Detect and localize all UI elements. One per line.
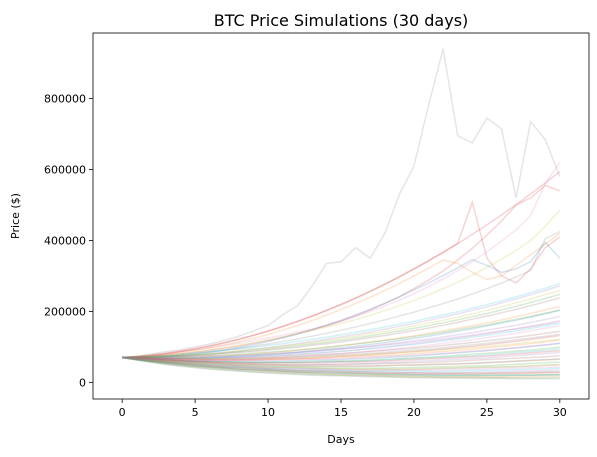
simulation-line-14 bbox=[122, 289, 561, 359]
chart-title: BTC Price Simulations (30 days) bbox=[214, 11, 469, 30]
simulation-line-21 bbox=[122, 334, 560, 361]
simulation-line-24 bbox=[122, 342, 560, 363]
simulation-line-4 bbox=[122, 209, 561, 359]
simulation-line-39 bbox=[122, 356, 560, 372]
simulation-line-40 bbox=[122, 356, 560, 374]
simulation-line-6 bbox=[122, 230, 561, 359]
simulation-line-33 bbox=[122, 356, 560, 368]
series-lines bbox=[122, 48, 561, 380]
simulation-line-28 bbox=[122, 348, 560, 364]
simulation-line-8 bbox=[122, 241, 561, 359]
simulation-line-9 bbox=[122, 171, 561, 359]
simulation-line-32 bbox=[122, 354, 560, 366]
simulation-line-22 bbox=[122, 330, 560, 360]
y-tick-label: 600000 bbox=[44, 164, 86, 177]
simulation-line-18 bbox=[122, 319, 560, 360]
y-tick-label: 800000 bbox=[44, 93, 86, 106]
y-tick-label: 0 bbox=[79, 376, 86, 389]
y-axis-ticks: 0 200000 400000 600000 800000 bbox=[44, 93, 93, 389]
y-tick-label: 200000 bbox=[44, 305, 86, 318]
simulation-line-16 bbox=[122, 305, 560, 359]
simulation-line-31 bbox=[122, 350, 560, 364]
simulation-line-45 bbox=[122, 356, 560, 379]
simulation-line-36 bbox=[122, 356, 560, 371]
simulation-line-30 bbox=[122, 351, 560, 366]
simulation-line-49 bbox=[122, 324, 560, 361]
simulation-line-47 bbox=[122, 356, 560, 376]
simulation-line-42 bbox=[122, 356, 560, 374]
simulation-line-11 bbox=[122, 282, 561, 359]
simulation-line-29 bbox=[122, 342, 560, 362]
simulation-line-15 bbox=[122, 309, 560, 359]
simulation-line-17 bbox=[122, 309, 560, 359]
simulation-line-38 bbox=[122, 356, 560, 373]
simulation-line-12 bbox=[122, 285, 561, 359]
x-axis-label: Days bbox=[327, 433, 355, 446]
simulation-line-41 bbox=[122, 356, 560, 375]
x-tick-label: 15 bbox=[334, 406, 348, 419]
x-tick-label: 10 bbox=[261, 406, 275, 419]
y-axis-label: Price ($) bbox=[9, 193, 22, 239]
simulation-line-19 bbox=[122, 322, 560, 359]
x-tick-label: 25 bbox=[480, 406, 494, 419]
x-axis-ticks: 0 5 10 15 20 25 30 bbox=[119, 399, 567, 419]
simulation-line-44 bbox=[122, 356, 560, 378]
simulation-line-23 bbox=[122, 333, 560, 361]
y-tick-label: 400000 bbox=[44, 234, 86, 247]
x-tick-label: 30 bbox=[553, 406, 567, 419]
simulation-line-48 bbox=[122, 356, 560, 376]
simulation-line-10 bbox=[122, 293, 561, 359]
simulation-line-7 bbox=[122, 232, 561, 359]
x-tick-label: 20 bbox=[407, 406, 421, 419]
simulation-line-13 bbox=[122, 297, 560, 359]
simulation-line-37 bbox=[122, 356, 560, 370]
simulation-line-3 bbox=[122, 184, 561, 359]
simulation-line-43 bbox=[122, 356, 560, 377]
simulation-line-25 bbox=[122, 339, 560, 361]
simulation-line-2 bbox=[122, 161, 561, 359]
simulation-line-34 bbox=[122, 356, 560, 367]
simulation-line-46 bbox=[122, 356, 560, 380]
simulation-line-27 bbox=[122, 338, 560, 360]
simulation-line-26 bbox=[122, 346, 560, 364]
simulation-line-50 bbox=[122, 315, 560, 359]
simulation-line-20 bbox=[122, 320, 560, 359]
simulation-line-5 bbox=[122, 199, 561, 359]
simulation-line-1 bbox=[122, 48, 561, 359]
simulation-line-35 bbox=[122, 356, 560, 369]
x-tick-label: 0 bbox=[119, 406, 126, 419]
x-tick-label: 5 bbox=[192, 406, 199, 419]
